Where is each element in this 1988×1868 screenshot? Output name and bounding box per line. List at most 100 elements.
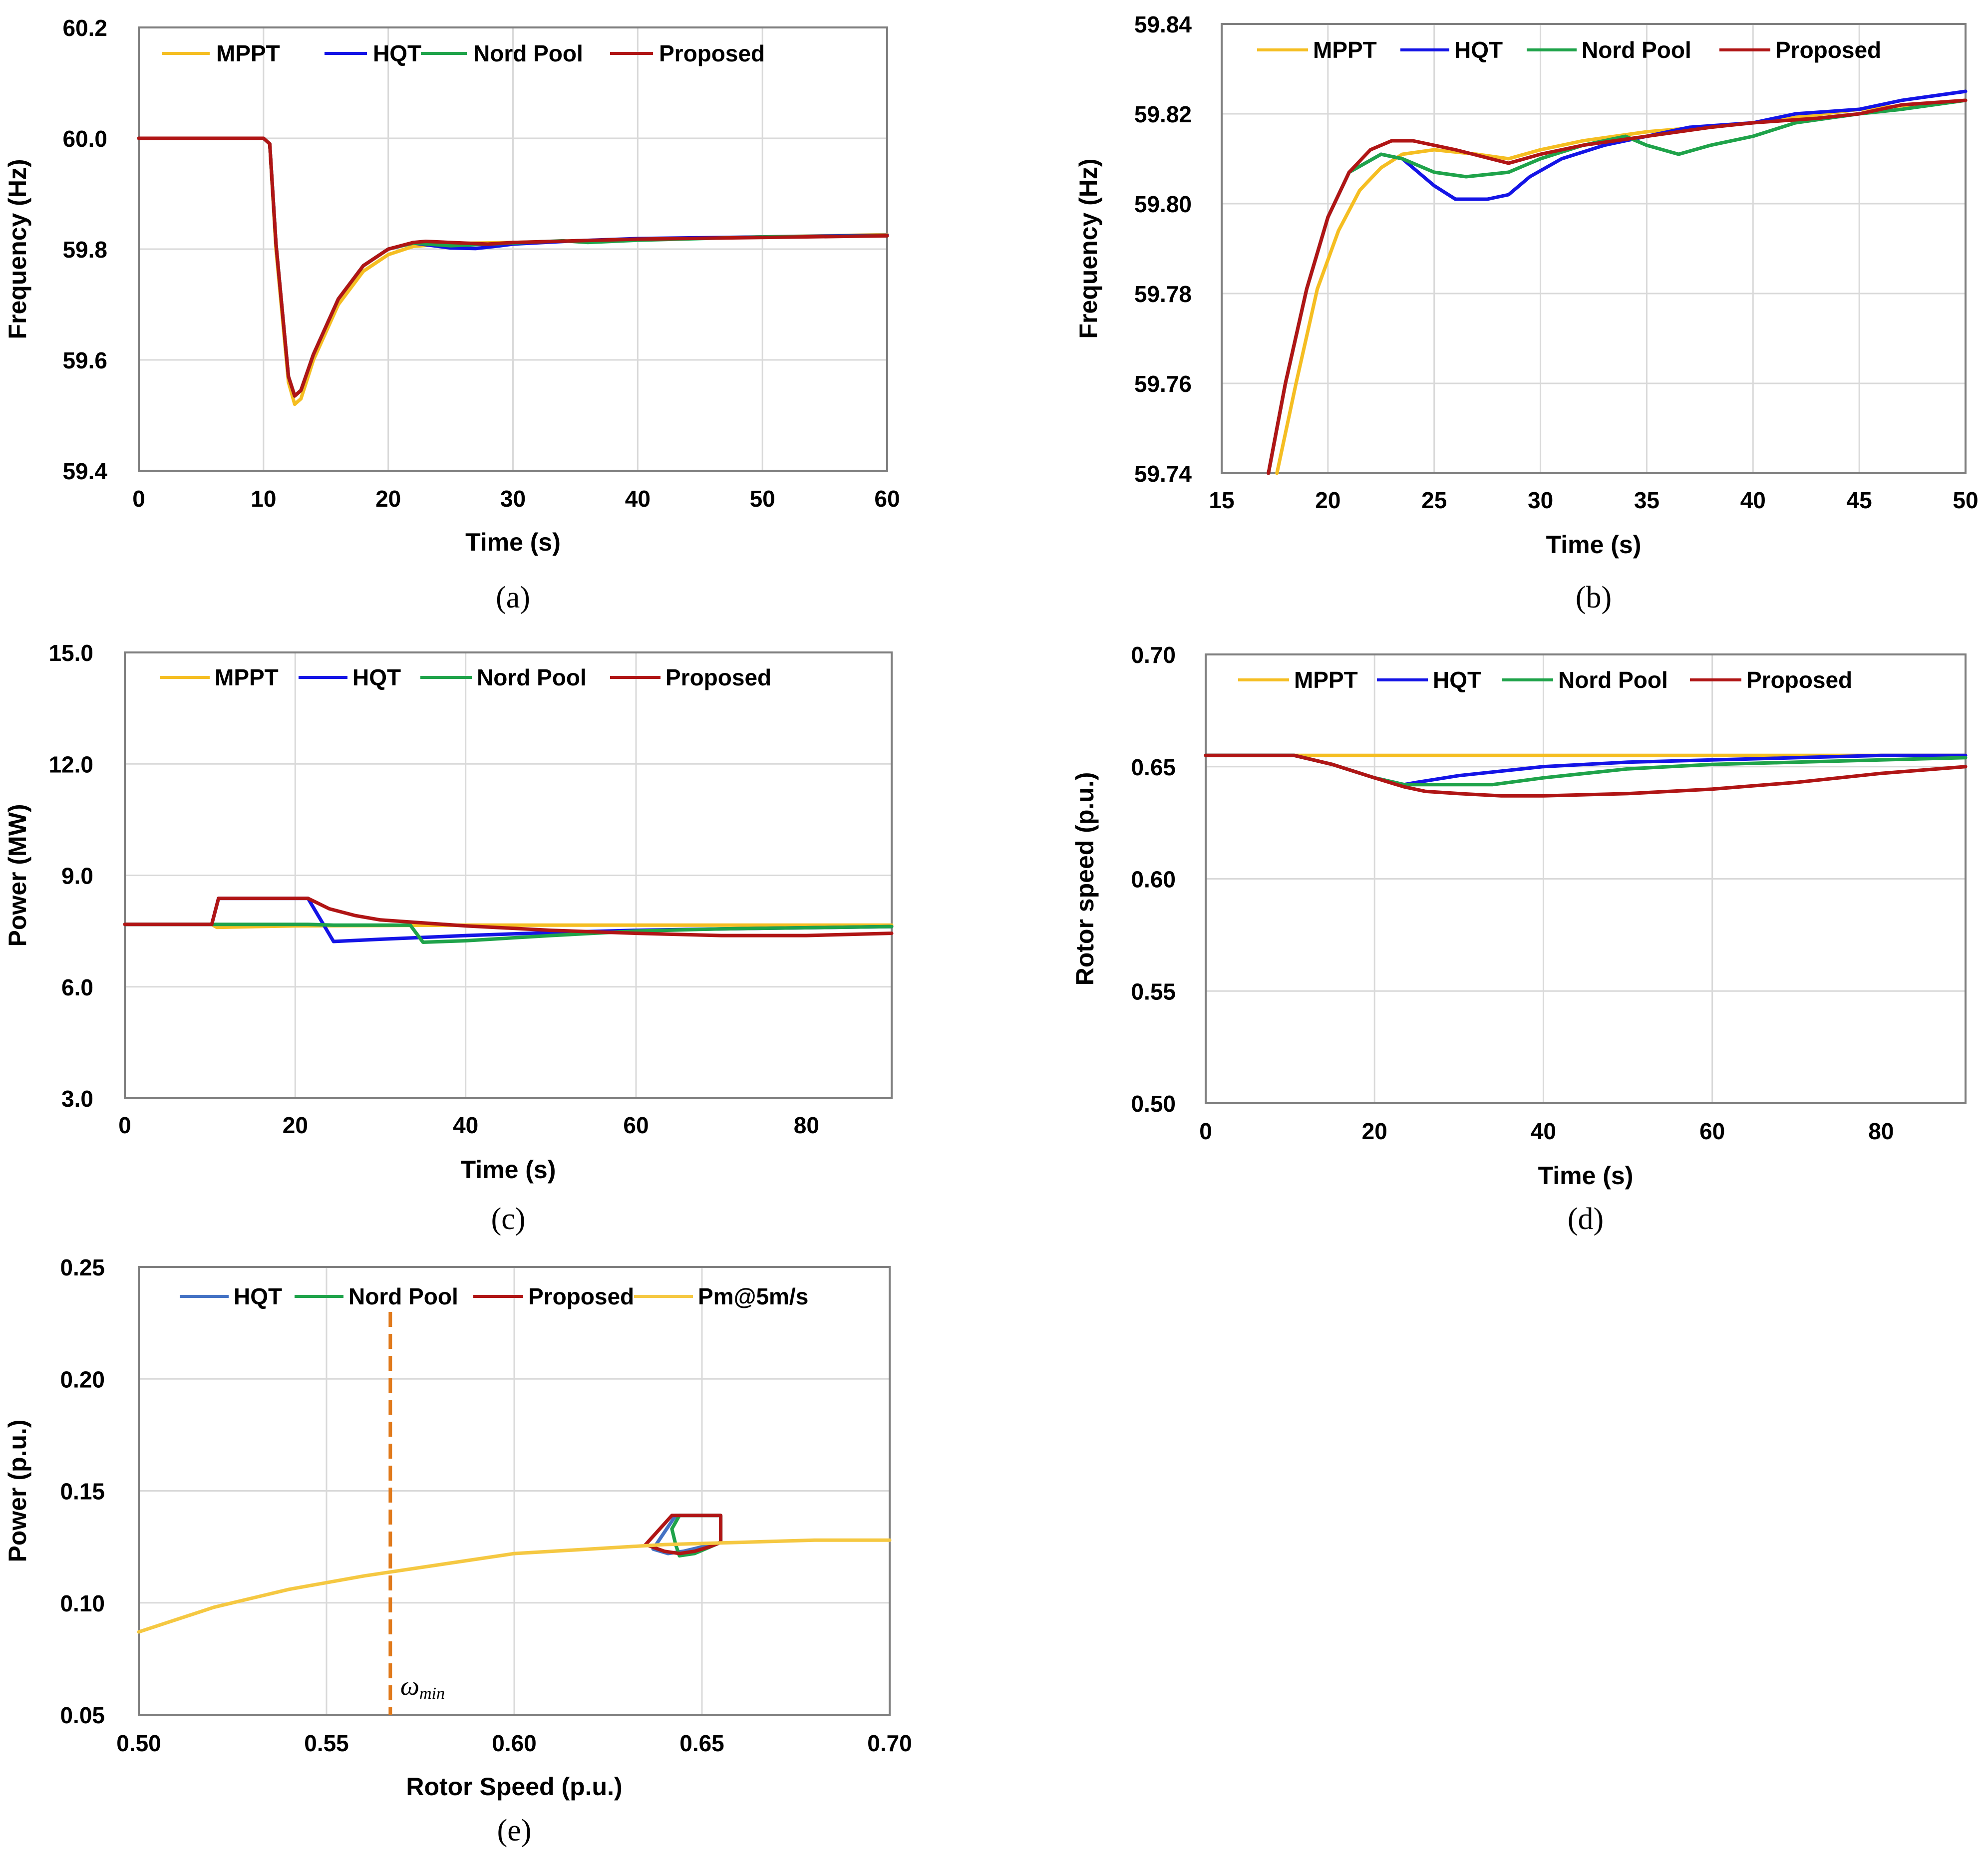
x-tick-label: 0.70 [867,1730,912,1756]
series-line-proposed [123,897,894,937]
legend-label: Pm@5m/s [698,1283,808,1309]
x-tick-label: 50 [1953,487,1978,513]
x-axis-title: Time (s) [461,1156,556,1184]
y-tick-label: 0.20 [60,1366,105,1392]
y-axis-title: Power (p.u.) [3,1419,31,1562]
x-tick-label: 0 [1199,1118,1212,1144]
y-tick-label: 12.0 [48,751,93,777]
y-tick-label: 59.6 [62,347,107,373]
x-tick-label: 0.55 [304,1730,349,1756]
legend-label: HQT [234,1283,282,1309]
legend-label: Proposed [1775,37,1881,63]
x-tick-label: 20 [375,486,401,512]
x-tick-label: 80 [1868,1118,1894,1144]
y-axis-title: Rotor speed (p.u.) [1071,772,1099,986]
x-tick-label: 40 [453,1112,478,1138]
legend-label: Nord Pool [1582,37,1691,63]
y-tick-label: 0.10 [60,1590,105,1616]
series-line-proposed [644,1514,723,1556]
legend-label: HQT [1433,667,1481,693]
y-axis-title: Frequency (Hz) [3,159,31,339]
series-line-pm-5m-s [137,1538,892,1634]
x-tick-label: 0.50 [116,1730,161,1756]
legend-label: HQT [352,664,401,690]
legend-label: Nord Pool [473,40,583,66]
plot-frame [138,26,888,472]
legend-label: Proposed [659,40,765,66]
x-tick-label: 20 [1362,1118,1387,1144]
legend-label: Nord Pool [348,1283,458,1309]
y-tick-label: 3.0 [61,1086,93,1112]
legend-label: MPPT [215,664,279,690]
y-tick-label: 60.2 [62,15,107,41]
plot-area [1222,24,1966,473]
y-tick-label: 0.25 [60,1254,105,1280]
x-tick-label: 40 [1740,487,1766,513]
y-tick-label: 59.8 [62,237,107,263]
x-tick-label: 15 [1209,487,1234,513]
panel-label: (a) [496,581,530,615]
series-line-proposed [1204,753,1968,798]
y-tick-label: 59.4 [62,458,107,484]
y-tick-label: 59.74 [1134,461,1192,487]
omega-min-label: ωmin [400,1671,445,1703]
x-axis-title: Time (s) [465,528,561,556]
x-tick-label: 0 [132,486,145,512]
y-tick-label: 6.0 [61,974,93,1000]
legend-label: Proposed [1746,667,1852,693]
x-axis-title: Rotor Speed (p.u.) [406,1773,622,1801]
y-axis-title: Power (MW) [3,804,31,946]
y-tick-label: 0.15 [60,1479,105,1505]
x-tick-label: 80 [794,1112,819,1138]
x-tick-label: 25 [1421,487,1447,513]
series-line-proposed [1267,98,1968,475]
x-tick-label: 10 [251,486,276,512]
x-tick-label: 50 [750,486,775,512]
legend-label: Proposed [665,664,771,690]
x-tick-label: 30 [500,486,526,512]
plot-frame [138,1266,891,1716]
chart-panel-b: 59.74 59.76 59.78 59.80 59.82 59.84 15 20 25 30 35… [1074,11,1979,615]
plot-frame [1221,23,1967,474]
plot-frame [1205,653,1967,1104]
series-line-nord-pool [123,923,894,944]
x-tick-label: 45 [1847,487,1872,513]
y-tick-label: 0.65 [1131,754,1176,780]
y-tick-label: 9.0 [61,863,93,889]
legend-label: Proposed [528,1283,634,1309]
y-tick-label: 59.80 [1134,191,1192,217]
x-tick-label: 0.60 [492,1730,537,1756]
chart-panel-c: 3.0 6.0 9.0 12.0 15.0 0 20 40 60 80 Time (s) Power … [3,640,894,1236]
legend-label: Nord Pool [477,664,587,690]
series-line-proposed [137,136,889,398]
chart-panel-d: 0.50 0.55 0.60 0.65 0.70 0 20 40 60 80 Time (s) Rot… [1071,642,1968,1236]
y-tick-label: 15.0 [48,640,93,666]
y-tick-label: 0.60 [1131,867,1176,893]
y-tick-label: 59.82 [1134,101,1192,127]
plot-frame [124,651,893,1099]
y-tick-label: 0.05 [60,1702,105,1728]
chart-panel-e: 0.05 0.10 0.15 0.20 0.25 0.50 0.55 0.60 0.65 0.70… [3,1254,912,1848]
panel-label: (d) [1568,1202,1604,1236]
y-tick-label: 0.55 [1131,978,1176,1004]
y-tick-label: 0.50 [1131,1091,1176,1117]
x-tick-label: 20 [1315,487,1340,513]
y-axis-title: Frequency (Hz) [1074,158,1102,338]
x-tick-label: 40 [625,486,651,512]
chart-panel-a: 59.4 59.6 59.8 60.0 60.2 0 10 20 30 40 50 60 Time (s… [3,15,900,615]
x-tick-label: 0 [118,1112,131,1138]
y-tick-label: 59.78 [1134,281,1192,307]
legend-label: Nord Pool [1558,667,1668,693]
x-tick-label: 30 [1528,487,1553,513]
x-axis-title: Time (s) [1546,531,1642,559]
x-axis-title: Time (s) [1538,1162,1634,1190]
x-tick-label: 60 [874,486,900,512]
x-tick-label: 60 [623,1112,649,1138]
legend-label: HQT [1454,37,1503,63]
legend-label: MPPT [1294,667,1358,693]
legend-label: MPPT [216,40,280,66]
y-tick-label: 59.76 [1134,371,1192,397]
y-tick-label: 60.0 [62,126,107,152]
